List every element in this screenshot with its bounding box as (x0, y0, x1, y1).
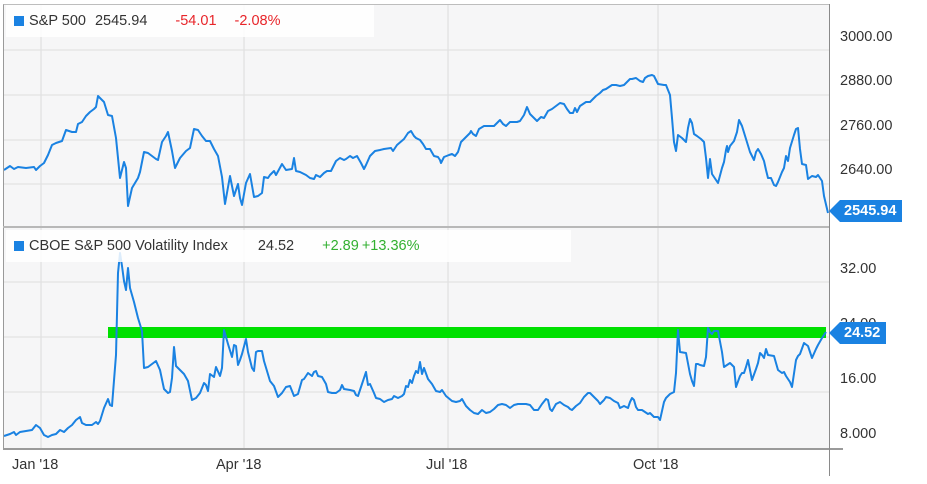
sp500-legend-change-pct: -2.08% (234, 13, 281, 29)
x-tick-label: Jul '18 (426, 457, 468, 473)
sp500-series-swatch-icon (14, 16, 24, 26)
vix-last-value-marker: 24.52 (828, 322, 887, 344)
sp500-plot-area[interactable] (3, 4, 829, 227)
sp500-line (3, 74, 829, 214)
vix-series-swatch-icon (14, 241, 24, 251)
vix-legend-last: 24.52 (257, 238, 295, 254)
sp500-y-tick: 2760.00 (840, 118, 893, 134)
vix-plot-area[interactable] (3, 228, 829, 450)
sp500-last-value-marker: 2545.94 (828, 200, 903, 222)
sp500-legend: S&P 500 2545.94 -54.01 -2.08% (6, 5, 374, 37)
sp500-y-tick: 2640.00 (840, 162, 893, 178)
sp500-legend-name: S&P 500 (29, 13, 86, 29)
sp500-legend-last: 2545.94 (94, 13, 148, 29)
vix-legend-change: +2.89 (322, 238, 359, 254)
x-tick-label: Oct '18 (633, 457, 679, 473)
sp500-legend-change: -54.01 (175, 13, 217, 29)
sp500-y-tick: 3000.00 (840, 29, 893, 45)
x-axis-baseline (3, 448, 843, 450)
vix-y-tick: 8.000 (840, 426, 877, 442)
sp500-y-tick: 2880.00 (840, 73, 893, 89)
x-tick-label: Jan '18 (12, 457, 59, 473)
vix-legend-change-pct: +13.36% (361, 238, 420, 254)
panel-separator (3, 226, 829, 228)
vix-legend: CBOE S&P 500 Volatility Index 24.52 +2.8… (6, 230, 571, 262)
vix-y-tick: 32.00 (840, 261, 877, 277)
y-axis-line (829, 4, 830, 476)
vix-line (3, 252, 827, 438)
x-tick-label: Apr '18 (216, 457, 262, 473)
vix-legend-name: CBOE S&P 500 Volatility Index (29, 238, 228, 254)
vix-y-tick: 16.00 (840, 371, 877, 387)
vix-highlight-bar (108, 327, 826, 338)
